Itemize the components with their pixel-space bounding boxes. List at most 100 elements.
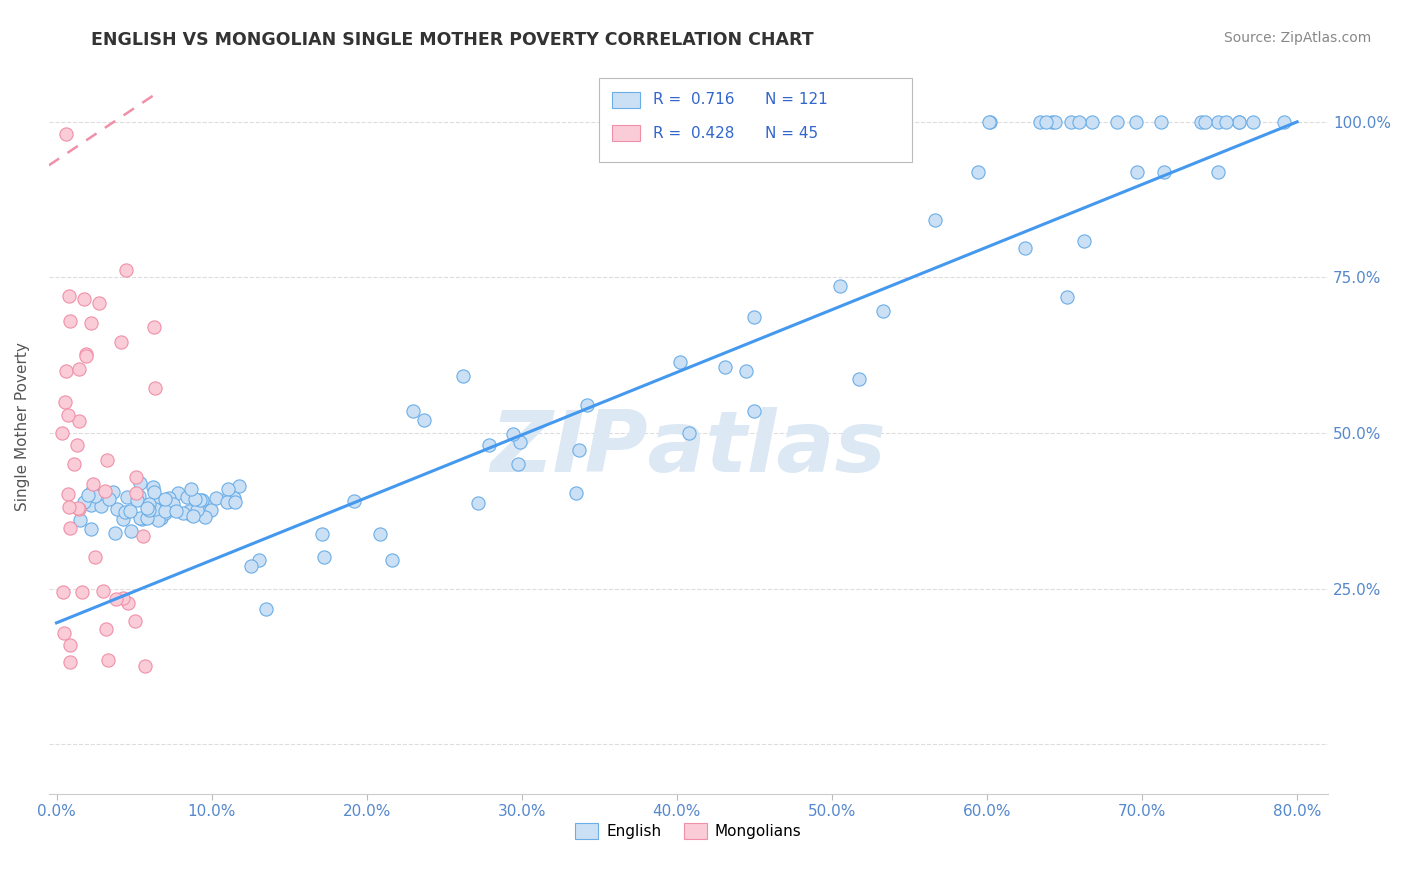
Point — [73, 293, 96, 307]
Point — [66, 500, 89, 515]
Text: N = 45: N = 45 — [765, 126, 818, 141]
Y-axis label: Single Mother Poverty: Single Mother Poverty — [15, 343, 30, 511]
Point — [63, 457, 86, 471]
Point — [205, 491, 228, 506]
Point — [124, 614, 146, 628]
Point — [67, 414, 90, 428]
Point — [84, 549, 107, 564]
Point — [1029, 115, 1052, 129]
Point — [58, 408, 80, 422]
Point — [576, 398, 599, 412]
Point — [1241, 115, 1264, 129]
Text: ENGLISH VS MONGOLIAN SINGLE MOTHER POVERTY CORRELATION CHART: ENGLISH VS MONGOLIAN SINGLE MOTHER POVER… — [91, 31, 814, 49]
Point — [221, 493, 243, 508]
Point — [117, 596, 139, 610]
FancyBboxPatch shape — [599, 78, 912, 162]
Point — [165, 504, 187, 518]
Text: N = 121: N = 121 — [765, 93, 828, 108]
Point — [402, 403, 425, 417]
Point — [150, 510, 173, 524]
Point — [509, 435, 531, 450]
Point — [311, 527, 333, 541]
Point — [228, 479, 250, 493]
Point — [136, 511, 159, 525]
Point — [742, 310, 765, 324]
Point — [381, 553, 404, 567]
Point — [1194, 115, 1216, 129]
Point — [669, 355, 692, 369]
Point — [181, 508, 204, 523]
Point — [53, 626, 76, 640]
Point — [343, 493, 366, 508]
Point — [190, 493, 212, 508]
Point — [51, 425, 73, 440]
Point — [58, 500, 80, 514]
Point — [96, 622, 118, 636]
Point — [254, 602, 277, 616]
Point — [80, 316, 103, 330]
Point — [502, 427, 524, 442]
Point — [143, 381, 166, 395]
Point — [120, 504, 142, 518]
Point — [97, 653, 120, 667]
Point — [153, 503, 176, 517]
Point — [149, 503, 172, 517]
Point — [1215, 115, 1237, 129]
Point — [112, 512, 135, 526]
Point — [1227, 115, 1250, 129]
Point — [368, 526, 391, 541]
Point — [142, 484, 165, 499]
Point — [180, 483, 202, 497]
FancyBboxPatch shape — [612, 92, 640, 108]
Point — [52, 585, 75, 599]
Point — [565, 486, 588, 500]
Point — [162, 497, 184, 511]
Point — [82, 483, 104, 498]
Point — [53, 395, 76, 409]
Point — [69, 361, 91, 376]
Point — [94, 483, 117, 498]
Point — [1056, 290, 1078, 304]
Point — [58, 656, 80, 670]
Point — [146, 513, 169, 527]
Point — [58, 289, 80, 303]
Point — [115, 490, 138, 504]
Point — [145, 495, 167, 509]
Point — [200, 503, 222, 517]
Point — [67, 501, 90, 516]
Point — [105, 592, 128, 607]
Point — [143, 501, 166, 516]
FancyBboxPatch shape — [612, 125, 640, 141]
Point — [150, 510, 173, 524]
Point — [129, 476, 152, 491]
Legend: English, Mongolians: English, Mongolians — [569, 817, 807, 845]
Point — [90, 499, 112, 513]
Point — [848, 372, 870, 386]
Point — [467, 496, 489, 510]
Point — [1069, 115, 1091, 129]
Point — [1040, 115, 1063, 129]
Point — [80, 498, 103, 512]
Text: Source: ZipAtlas.com: Source: ZipAtlas.com — [1223, 31, 1371, 45]
Point — [1035, 115, 1057, 129]
Point — [91, 584, 114, 599]
Point — [103, 525, 125, 540]
Point — [714, 359, 737, 374]
Point — [1227, 115, 1250, 129]
Point — [115, 263, 138, 277]
Point — [75, 347, 97, 361]
Point — [156, 500, 179, 515]
Point — [979, 115, 1001, 129]
Point — [56, 487, 79, 501]
Point — [924, 212, 946, 227]
Point — [87, 295, 110, 310]
Point — [127, 493, 149, 508]
Text: R =  0.428: R = 0.428 — [652, 126, 734, 141]
Point — [187, 506, 209, 520]
Point — [678, 425, 700, 440]
Point — [79, 522, 101, 536]
Point — [1014, 241, 1036, 255]
Point — [120, 524, 142, 539]
Point — [101, 485, 124, 500]
Point — [70, 585, 93, 599]
